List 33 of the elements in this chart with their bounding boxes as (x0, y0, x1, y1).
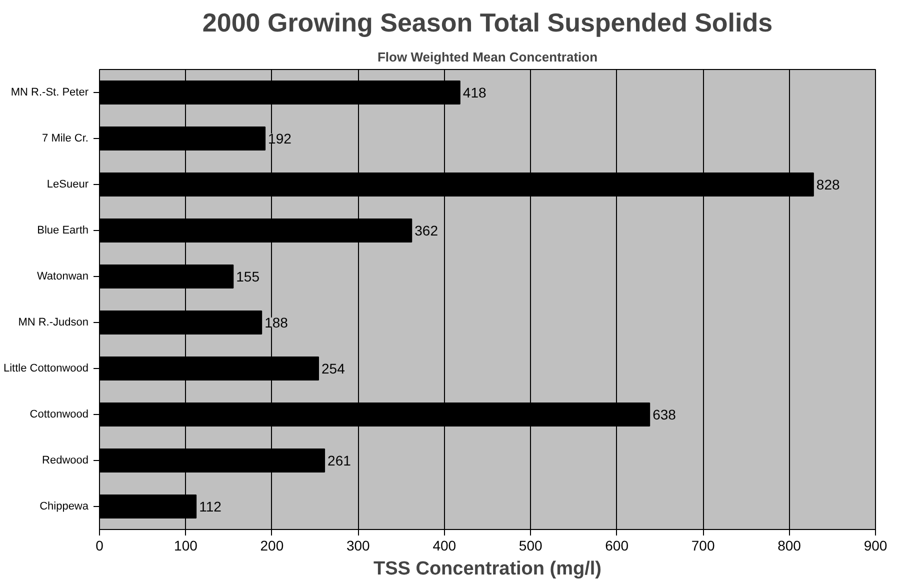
data-label: 254 (322, 360, 346, 376)
data-label: 155 (236, 268, 260, 284)
x-tick-label: 0 (96, 538, 104, 554)
chart-title: 2000 Growing Season Total Suspended Solids (202, 8, 773, 38)
y-tick-label: MN R.-St. Peter (10, 86, 89, 98)
x-tick-label: 700 (691, 538, 715, 554)
y-tick-label: MN R.-Judson (18, 316, 88, 328)
y-tick-label: Cottonwood (30, 408, 89, 420)
x-tick-label: 400 (432, 538, 456, 554)
y-tick-label: Little Cottonwood (4, 362, 88, 374)
y-tick-label: Watonwan (36, 270, 88, 282)
y-tick-label: Blue Earth (37, 224, 89, 236)
x-tick-label: 900 (864, 538, 888, 554)
data-label: 112 (199, 498, 222, 514)
y-tick-label: 7 Mile Cr. (42, 132, 89, 144)
x-tick-label: 600 (605, 538, 629, 554)
y-tick-label: Chippewa (40, 500, 90, 512)
data-label: 192 (268, 130, 292, 146)
y-tick-label: LeSueur (46, 178, 89, 190)
x-axis-title: TSS Concentration (mg/l) (374, 558, 602, 580)
x-tick-label: 200 (260, 538, 284, 554)
data-label: 828 (816, 176, 840, 192)
data-label: 638 (652, 406, 676, 422)
chart-subtitle: Flow Weighted Mean Concentration (377, 50, 598, 64)
y-tick-label: Redwood (42, 454, 89, 466)
x-tick-label: 500 (518, 538, 543, 554)
data-label: 188 (264, 314, 288, 330)
data-label: 418 (462, 84, 486, 100)
x-tick-label: 300 (346, 538, 370, 554)
x-tick-label: 800 (778, 538, 802, 554)
data-label: 362 (414, 222, 438, 238)
x-tick-label: 100 (174, 538, 198, 554)
data-label: 261 (328, 452, 352, 468)
